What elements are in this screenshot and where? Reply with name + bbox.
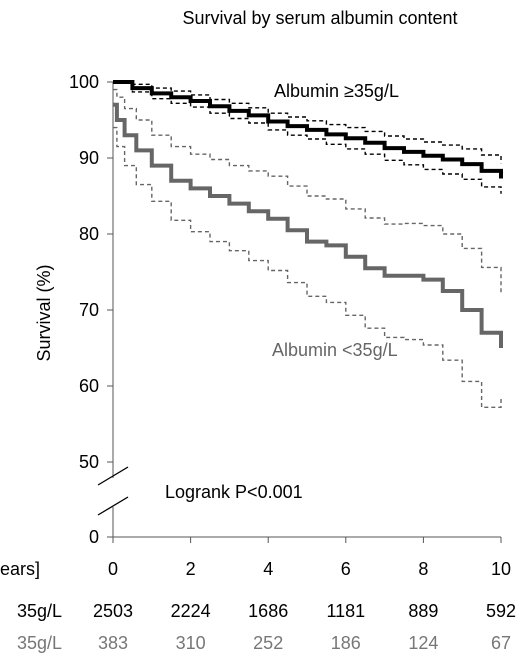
confidence-bands — [113, 81, 502, 408]
y-tick-label: 90 — [79, 148, 99, 168]
x-tick-label: 8 — [418, 559, 428, 579]
risk-count: 889 — [408, 601, 438, 621]
x-tick-label: 2 — [186, 559, 196, 579]
risk-count: 592 — [486, 601, 516, 621]
x-tick-label: 0 — [108, 559, 118, 579]
series-label-low: Albumin <35g/L — [272, 340, 398, 360]
y-tick-label: 80 — [79, 224, 99, 244]
risk-count: 186 — [331, 633, 361, 653]
risk-count: 67 — [491, 633, 511, 653]
ci-lower-line — [113, 126, 502, 408]
y-tick-label: 100 — [69, 72, 99, 92]
x-tick-label: 10 — [491, 559, 511, 579]
x-tick-label: 6 — [341, 559, 351, 579]
chart-title: Survival by serum albumin content — [182, 8, 457, 28]
y-tick-label: 0 — [89, 527, 99, 547]
survival-lines — [113, 80, 503, 348]
x-tick-label: 4 — [263, 559, 273, 579]
axes: 0 50 60 70 80 90 100 0 2 4 6 8 10 — [69, 72, 511, 579]
risk-count: 252 — [253, 633, 283, 653]
series-labels: Albumin ≥35g/L Albumin <35g/L — [272, 81, 399, 360]
survival-line — [113, 80, 503, 179]
y-tick-label: 70 — [79, 300, 99, 320]
ci-upper-line — [113, 81, 502, 164]
risk-count: 124 — [408, 633, 438, 653]
y-axis-label: Survival (%) — [34, 264, 54, 361]
risk-count: 310 — [176, 633, 206, 653]
axis-break-mark — [97, 466, 129, 486]
risk-count: 2503 — [93, 601, 133, 621]
ci-lower-line — [113, 81, 502, 194]
risk-row-label: 35g/L — [17, 633, 62, 653]
risk-count: 1181 — [326, 601, 365, 621]
risk-count: 383 — [98, 633, 128, 653]
risk-count: 1686 — [248, 601, 288, 621]
risk-row-label: 35g/L — [17, 601, 62, 621]
risk-count: 2224 — [171, 601, 211, 621]
series-label-high: Albumin ≥35g/L — [274, 81, 399, 101]
survival-line — [113, 102, 503, 348]
x-axis-label: [years] — [0, 559, 40, 579]
logrank-annotation: Logrank P<0.001 — [165, 482, 303, 502]
axis-break-mark — [97, 496, 129, 516]
risk-table: 35g/L 2503 2224 1686 1181 889 592 35g/L 383 310 25… — [17, 601, 516, 653]
y-tick-label: 50 — [79, 452, 99, 472]
y-tick-label: 60 — [79, 376, 99, 396]
